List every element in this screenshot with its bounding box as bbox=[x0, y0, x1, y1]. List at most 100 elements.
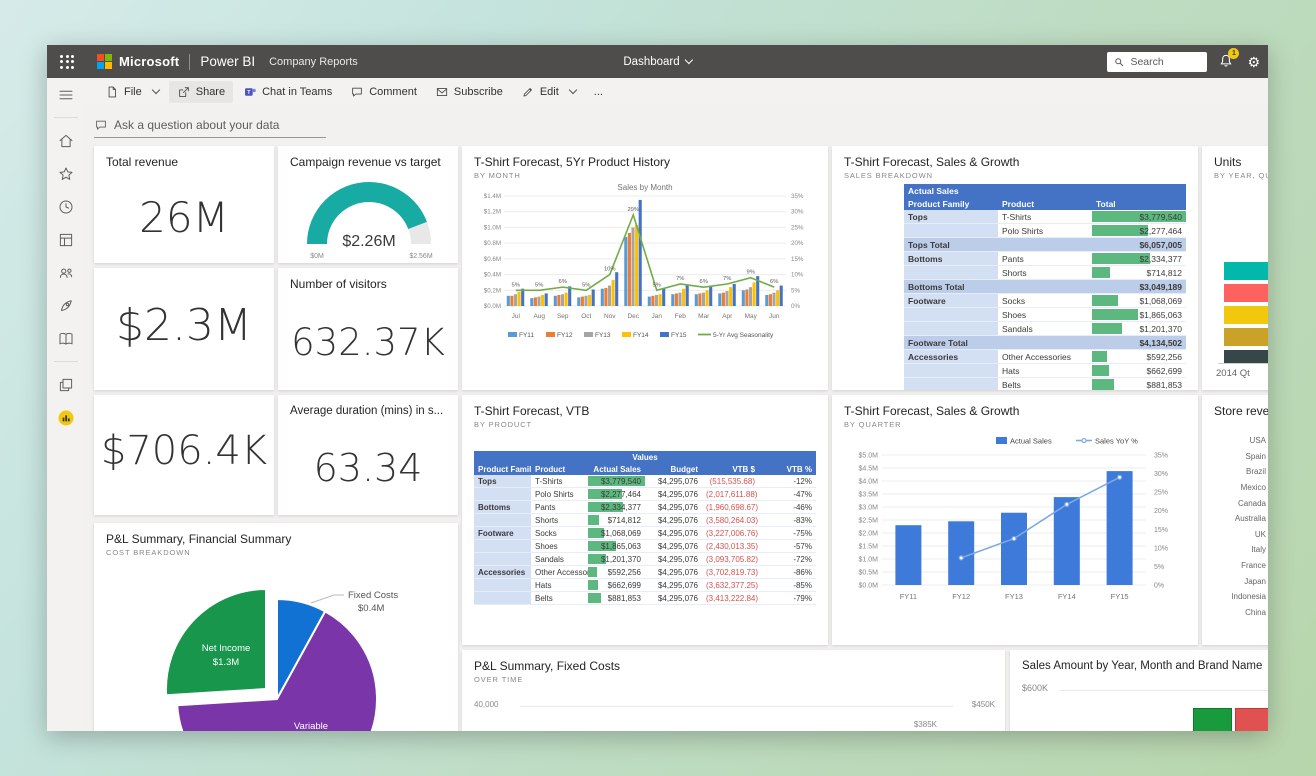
bar-FY11[interactable] bbox=[506, 295, 510, 306]
bar-FY14[interactable] bbox=[752, 282, 756, 306]
bar-FY14[interactable] bbox=[541, 295, 545, 306]
gauge-value-arc[interactable] bbox=[307, 182, 431, 245]
bar-FY13[interactable] bbox=[560, 294, 565, 306]
bar-FY14[interactable] bbox=[1053, 497, 1080, 585]
bar-FY11[interactable] bbox=[765, 295, 769, 306]
tile-pnl-pie[interactable]: P&L Summary, Financial Summary COST BREA… bbox=[94, 523, 458, 731]
table-row[interactable]: Footware Socks $1,068,069 bbox=[904, 293, 1186, 308]
tile-fixed-costs[interactable]: P&L Summary, Fixed Costs OVER TIME 40,00… bbox=[462, 650, 1005, 731]
brand-bar[interactable] bbox=[1193, 708, 1232, 731]
tile-store-revenue[interactable]: Store revenue USA Spain Brazil Mexico Canada… bbox=[1202, 395, 1268, 645]
bar-FY15[interactable] bbox=[1106, 471, 1133, 585]
table-row[interactable]: Shorts $714,812 bbox=[904, 265, 1186, 280]
tile-revenue-706k[interactable]: $706.4K bbox=[94, 395, 274, 515]
bar-FY13[interactable] bbox=[725, 291, 729, 306]
bar-FY11[interactable] bbox=[600, 288, 604, 306]
sidebar-item-learn-rocket[interactable] bbox=[47, 289, 85, 322]
bar-FY15[interactable] bbox=[521, 288, 525, 306]
menu-item-edit[interactable]: Edit bbox=[513, 81, 584, 103]
table-row[interactable]: Bottoms Pants $2,334,377 bbox=[904, 251, 1186, 266]
bar-FY14[interactable] bbox=[517, 291, 521, 306]
table-row[interactable]: Tops T-Shirts $3,779,540 bbox=[904, 210, 1186, 224]
store-row[interactable]: Spain bbox=[1214, 449, 1268, 465]
pie-slice-variable-costs[interactable] bbox=[176, 610, 378, 731]
stack-segment[interactable] bbox=[1224, 284, 1268, 302]
bar-FY13[interactable] bbox=[513, 294, 518, 306]
table-row[interactable]: Hats $662,699 $4,295,076 (3,632,377.25) -85% bbox=[474, 578, 816, 592]
bar-FY11[interactable] bbox=[694, 294, 698, 306]
table-row[interactable]: Bottoms Pants $2,334,377 $4,295,076 (1,960,6… bbox=[474, 500, 816, 514]
bar-FY14[interactable] bbox=[729, 287, 733, 306]
tile-sales-breakdown-table[interactable]: T-Shirt Forecast, Sales & Growth SALES B… bbox=[832, 146, 1198, 390]
bar-FY12[interactable] bbox=[510, 295, 514, 306]
table-row[interactable]: Footware Total $4,134,502 bbox=[904, 335, 1186, 350]
bar-FY12[interactable] bbox=[948, 521, 975, 585]
menu-item-share[interactable]: Share bbox=[168, 80, 234, 103]
store-row[interactable]: Indonesia bbox=[1214, 589, 1268, 605]
menu-item-subscribe[interactable]: Subscribe bbox=[427, 81, 511, 103]
tile-revenue-23m[interactable]: $2.3M bbox=[94, 268, 274, 390]
yoy-line[interactable] bbox=[960, 476, 1120, 559]
table-row[interactable]: Tops Total $6,057,005 bbox=[904, 237, 1186, 252]
bar-FY11[interactable] bbox=[647, 296, 651, 306]
bar-FY11[interactable] bbox=[718, 293, 722, 306]
sidebar-item-recent-clock[interactable] bbox=[47, 190, 85, 223]
bar-FY12[interactable] bbox=[674, 293, 678, 306]
menu-item-comment[interactable]: Comment bbox=[342, 81, 425, 103]
bar-FY15[interactable] bbox=[685, 284, 689, 306]
bar-FY11[interactable] bbox=[530, 298, 534, 306]
bar-FY13[interactable] bbox=[584, 295, 588, 306]
sidebar-item-favorites-star[interactable] bbox=[47, 157, 85, 190]
tile-vtb-table[interactable]: T-Shirt Forecast, VTB BY PRODUCT Values P… bbox=[462, 395, 828, 645]
bar-FY13[interactable] bbox=[678, 292, 682, 306]
store-row[interactable]: UK bbox=[1214, 527, 1268, 543]
table-row[interactable]: Footware Socks $1,068,069 $4,295,076 (3,227,… bbox=[474, 526, 816, 540]
bar-FY14[interactable] bbox=[611, 280, 615, 306]
bar-FY14[interactable] bbox=[682, 288, 686, 306]
store-row[interactable]: USA bbox=[1214, 433, 1268, 449]
dashboard-selector[interactable]: Dashboard bbox=[623, 56, 693, 68]
store-row[interactable]: Brazil bbox=[1214, 464, 1268, 480]
notifications-button[interactable]: 1 bbox=[1217, 47, 1240, 72]
bar-FY15[interactable] bbox=[638, 199, 642, 306]
waffle-menu-icon[interactable] bbox=[47, 45, 87, 78]
bar-FY13[interactable] bbox=[701, 292, 706, 306]
bar-FY13[interactable] bbox=[654, 295, 659, 306]
bar-FY12[interactable] bbox=[651, 295, 655, 306]
table-row[interactable]: Polo Shirts $2,277,464 bbox=[904, 223, 1186, 238]
bar-FY12[interactable] bbox=[604, 287, 608, 306]
bar-FY14[interactable] bbox=[776, 290, 780, 306]
store-row[interactable]: Mexico bbox=[1214, 480, 1268, 496]
bar-FY12[interactable] bbox=[533, 297, 537, 306]
sidebar-item-shared-with-me[interactable] bbox=[47, 256, 85, 289]
store-row[interactable]: China bbox=[1214, 605, 1268, 621]
bar-FY12[interactable] bbox=[627, 232, 631, 306]
table-row[interactable]: Tops T-Shirts $3,779,540 $4,295,076 (515,535… bbox=[474, 475, 816, 488]
store-row[interactable]: Japan bbox=[1214, 573, 1268, 589]
sidebar-item-apps[interactable] bbox=[47, 368, 85, 401]
tile-units[interactable]: Units BY YEAR, QUARTER 2014 Qt bbox=[1202, 146, 1268, 390]
bar-FY15[interactable] bbox=[544, 293, 548, 306]
menu-item-file[interactable]: File bbox=[97, 81, 167, 103]
bar-FY14[interactable] bbox=[588, 295, 592, 306]
bar-FY13[interactable] bbox=[772, 292, 776, 306]
sidebar-item-hamburger-menu[interactable] bbox=[47, 78, 85, 111]
bar-FY12[interactable] bbox=[721, 292, 725, 306]
bar-FY14[interactable] bbox=[635, 225, 639, 306]
qna-input[interactable]: Ask a question about your data bbox=[94, 113, 326, 138]
bar-FY12[interactable] bbox=[745, 289, 749, 307]
sidebar-item-home[interactable] bbox=[47, 124, 85, 157]
table-row[interactable]: Accessories Other Accessories $592,256 bbox=[904, 349, 1186, 364]
bar-FY11[interactable] bbox=[895, 525, 922, 585]
store-row[interactable]: Italy bbox=[1214, 542, 1268, 558]
sidebar-item-create-report[interactable] bbox=[47, 223, 85, 256]
table-row[interactable]: Polo Shirts $2,277,464 $4,295,076 (2,017,61… bbox=[474, 487, 816, 501]
tile-duration[interactable]: Average duration (mins) in s... 63.34 bbox=[278, 395, 458, 515]
tile-visitors[interactable]: Number of visitors 632.37K bbox=[278, 268, 458, 390]
bar-FY15[interactable] bbox=[732, 284, 736, 306]
bar-FY15[interactable] bbox=[568, 286, 572, 306]
table-row[interactable]: Shoes $1,865,063 $4,295,076 (2,430,013.35) -… bbox=[474, 539, 816, 553]
bar-FY13[interactable] bbox=[1001, 512, 1027, 585]
bar-FY15[interactable] bbox=[779, 285, 783, 306]
